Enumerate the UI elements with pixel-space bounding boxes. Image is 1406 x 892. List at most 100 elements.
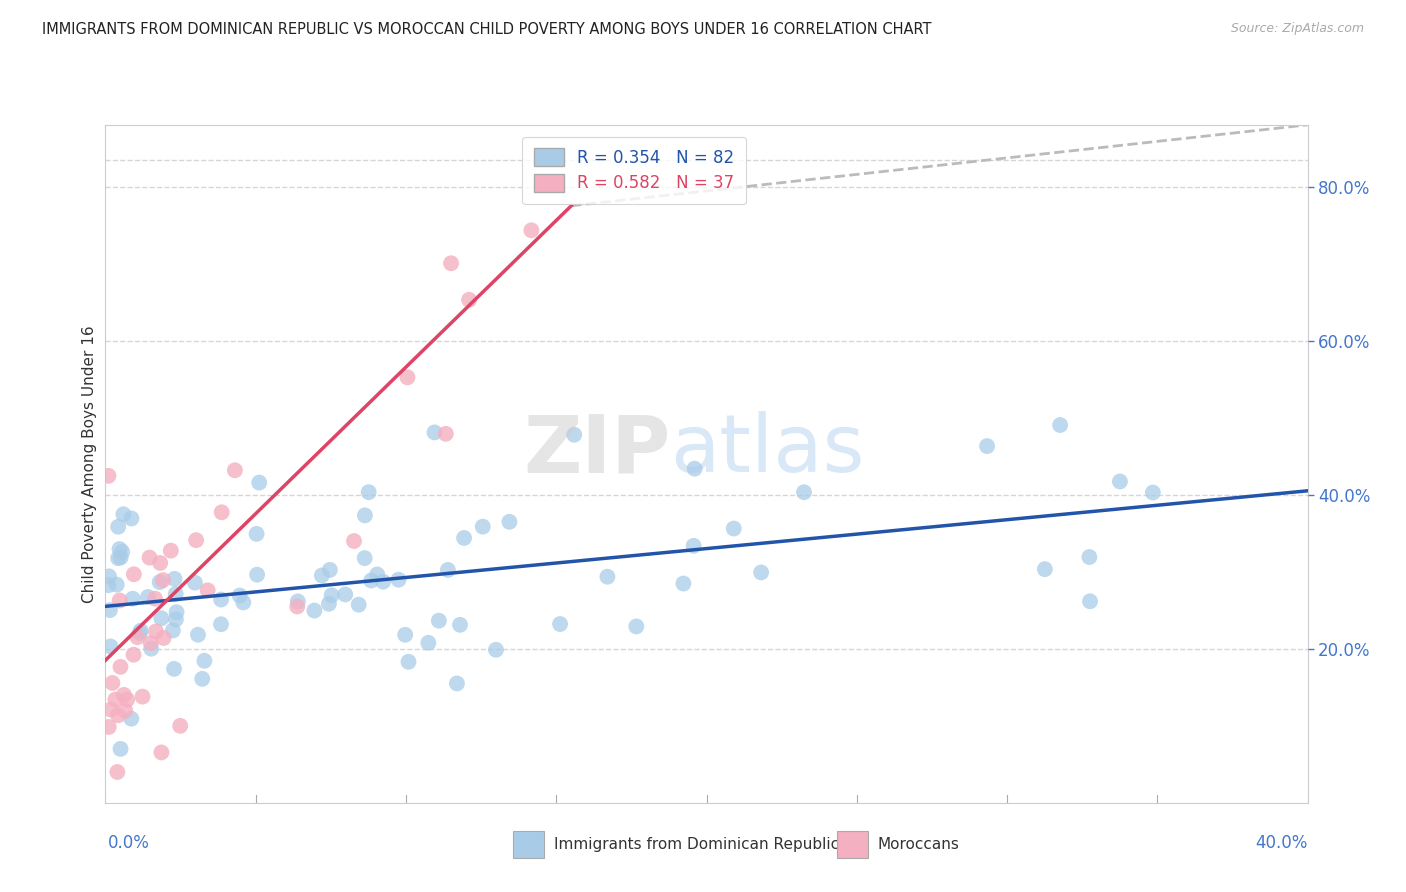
Point xyxy=(150,746,173,760)
Point xyxy=(97,578,120,592)
Point xyxy=(224,463,246,477)
Point xyxy=(141,641,163,656)
Point xyxy=(122,567,145,582)
Point xyxy=(108,542,131,557)
Point xyxy=(1033,562,1056,576)
Point xyxy=(127,630,149,644)
Point xyxy=(347,598,370,612)
Point xyxy=(107,551,129,566)
Legend: R = 0.354   N = 82, R = 0.582   N = 37: R = 0.354 N = 82, R = 0.582 N = 37 xyxy=(523,136,747,204)
Point xyxy=(152,631,174,645)
Point xyxy=(458,293,481,307)
Point xyxy=(128,626,150,640)
Point xyxy=(319,563,342,577)
Point xyxy=(1109,475,1132,489)
Point xyxy=(110,660,132,674)
Point xyxy=(209,592,232,607)
Point xyxy=(120,511,142,525)
Point xyxy=(304,604,326,618)
Point xyxy=(418,636,440,650)
Point xyxy=(387,573,409,587)
Text: ZIP: ZIP xyxy=(523,411,671,490)
Point xyxy=(520,223,543,237)
Point xyxy=(396,370,419,384)
Point xyxy=(626,619,648,633)
Point xyxy=(548,617,571,632)
Point xyxy=(145,624,167,639)
Point xyxy=(357,485,380,500)
Point xyxy=(471,519,494,533)
Point xyxy=(793,485,815,500)
Point xyxy=(193,654,215,668)
Point xyxy=(162,624,184,638)
Point xyxy=(423,425,446,440)
Y-axis label: Child Poverty Among Boys Under 16: Child Poverty Among Boys Under 16 xyxy=(82,325,97,603)
Point xyxy=(228,589,250,603)
Point xyxy=(976,439,998,453)
Point xyxy=(287,594,309,608)
Point xyxy=(498,515,520,529)
Point xyxy=(749,566,772,580)
Text: Immigrants from Dominican Republic: Immigrants from Dominican Republic xyxy=(554,838,839,852)
Point xyxy=(366,567,388,582)
Point xyxy=(105,577,128,591)
Point xyxy=(111,545,134,559)
Point xyxy=(104,692,127,706)
Point xyxy=(101,676,124,690)
Point xyxy=(209,617,232,632)
Point xyxy=(449,617,471,632)
Point xyxy=(485,642,508,657)
Text: 40.0%: 40.0% xyxy=(1256,834,1308,852)
Point xyxy=(360,574,382,588)
Point xyxy=(186,533,208,548)
Point xyxy=(110,742,132,756)
Point xyxy=(245,526,267,541)
Point xyxy=(143,591,166,606)
Point xyxy=(163,572,186,586)
Point xyxy=(285,599,308,614)
Point xyxy=(100,640,122,654)
Point xyxy=(1078,549,1101,564)
Point xyxy=(107,708,129,723)
Point xyxy=(120,712,142,726)
Point xyxy=(723,522,745,536)
Point xyxy=(440,256,463,270)
Point xyxy=(682,539,704,553)
Point xyxy=(152,573,174,587)
Point xyxy=(169,719,191,733)
Point xyxy=(197,583,219,598)
Point xyxy=(437,563,460,577)
Point xyxy=(596,570,619,584)
Point xyxy=(98,603,121,617)
Point xyxy=(114,704,136,718)
Point xyxy=(121,591,143,606)
Point xyxy=(353,551,375,566)
Point xyxy=(247,475,270,490)
Point xyxy=(318,597,340,611)
Point xyxy=(191,672,214,686)
Point xyxy=(105,764,128,779)
Point xyxy=(149,556,172,570)
Point xyxy=(136,590,159,604)
Point xyxy=(166,605,188,619)
Point xyxy=(672,576,695,591)
Point xyxy=(108,593,131,607)
Point xyxy=(112,507,135,521)
Point xyxy=(131,690,153,704)
Point xyxy=(139,636,162,650)
Point xyxy=(159,543,181,558)
Point xyxy=(129,624,152,638)
Point xyxy=(100,703,122,717)
Point xyxy=(427,614,450,628)
Point xyxy=(163,662,186,676)
Point xyxy=(98,569,121,583)
Point xyxy=(232,595,254,609)
Point xyxy=(343,534,366,549)
Point xyxy=(165,587,187,601)
Point xyxy=(371,574,394,589)
Point xyxy=(150,611,173,625)
Point xyxy=(453,531,475,545)
Point xyxy=(398,655,420,669)
Point xyxy=(1142,485,1164,500)
Point xyxy=(434,426,457,441)
